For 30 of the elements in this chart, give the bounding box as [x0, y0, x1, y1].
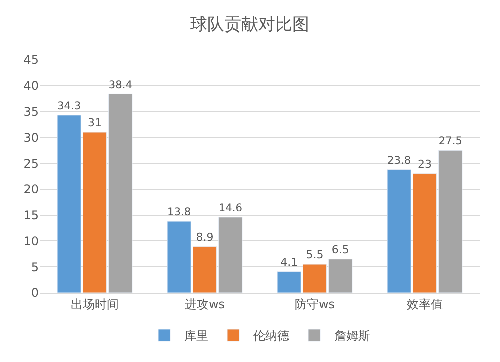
y-tick-label: 10 [24, 234, 39, 248]
y-tick-label: 25 [24, 156, 39, 171]
y-tick-label: 5 [31, 260, 39, 274]
legend-label: 詹姆斯 [334, 329, 370, 344]
x-tick-label: 出场时间 [71, 297, 119, 312]
y-tick-label: 30 [24, 130, 39, 145]
y-tick-label: 0 [31, 286, 39, 300]
data-label: 23 [418, 158, 432, 171]
y-tick-label: 40 [24, 79, 39, 94]
data-label: 5.5 [306, 248, 324, 262]
data-label: 31 [88, 116, 102, 130]
x-tick-label: 防守ws [294, 297, 336, 312]
data-label: 38.4 [108, 79, 133, 92]
x-tick-label: 效率值 [407, 297, 443, 312]
legend-label: 库里 [184, 329, 208, 344]
data-label: 34.3 [58, 100, 82, 113]
legend-label: 伦纳德 [254, 329, 290, 344]
data-label: 13.8 [168, 206, 192, 219]
x-tick-label: 进攻ws [184, 297, 226, 312]
y-tick-label: 35 [24, 104, 39, 119]
data-label: 27.5 [438, 136, 462, 148]
data-label: 8.9 [196, 230, 214, 244]
data-label: 4.1 [280, 256, 298, 269]
y-tick-label: 15 [24, 208, 39, 223]
chart-title: 球队贡献对比图 [190, 15, 310, 35]
data-label: 14.6 [218, 202, 243, 215]
y-tick-label: 45 [24, 53, 39, 68]
y-tick-label: 20 [24, 182, 39, 197]
data-label: 6.5 [332, 243, 350, 256]
data-label: 23.8 [388, 154, 412, 167]
